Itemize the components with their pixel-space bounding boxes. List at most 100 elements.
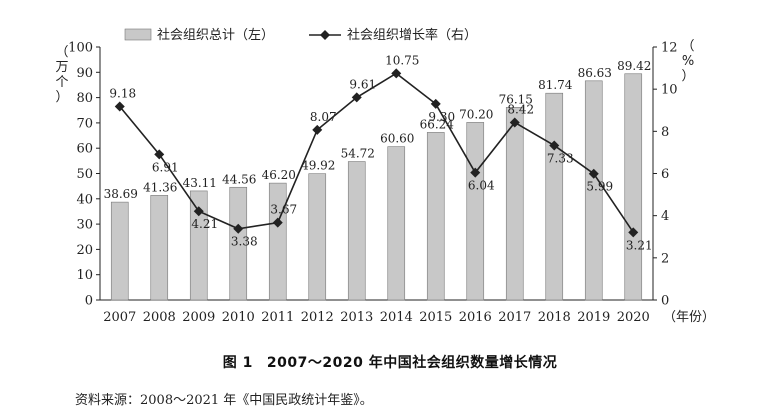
x-tick-label: 2013 — [340, 310, 373, 325]
bar-data-label: 76.15 — [499, 92, 533, 106]
growth-marker — [193, 206, 204, 217]
bar-data-label: 89.42 — [617, 59, 651, 73]
right-axis-label: （%） — [681, 39, 694, 84]
figure-number: 图 1 — [222, 355, 253, 371]
x-tick-label: 2008 — [143, 310, 176, 325]
x-axis-unit-label: （年份） — [663, 310, 715, 325]
right-tick-label: 10 — [661, 83, 678, 98]
growth-marker — [114, 101, 125, 112]
x-tick-label: 2010 — [222, 310, 255, 325]
figure-title: 2007～2020 年中国社会组织数量增长情况 — [266, 355, 558, 371]
bar — [624, 73, 643, 301]
growth-marker — [351, 92, 362, 103]
line-data-label: 9.30 — [428, 110, 455, 124]
x-tick-label: 2015 — [419, 310, 452, 325]
x-tick-label: 2011 — [261, 310, 294, 325]
left-tick-label: 100 — [68, 41, 93, 56]
line-data-label: 8.42 — [507, 102, 534, 116]
bar — [545, 92, 564, 301]
bar — [466, 122, 485, 301]
legend-bar-swatch — [124, 28, 152, 41]
bar-data-label: 86.63 — [578, 66, 612, 80]
bar-data-label: 54.72 — [341, 147, 375, 161]
x-tick-label: 2009 — [182, 310, 215, 325]
line-data-label: 6.91 — [152, 160, 179, 174]
line-data-label: 7.33 — [547, 151, 574, 165]
growth-marker — [154, 149, 165, 160]
legend-line-marker — [320, 30, 330, 40]
x-tick-label: 2018 — [538, 310, 571, 325]
line-data-label: 3.38 — [231, 235, 258, 249]
bar — [150, 195, 169, 301]
line-data-label: 5.99 — [586, 180, 613, 194]
bar — [110, 201, 129, 301]
growth-marker — [312, 124, 323, 135]
growth-marker — [233, 223, 244, 234]
x-tick-label: 2007 — [103, 310, 136, 325]
growth-marker — [509, 117, 520, 128]
left-tick-label: 10 — [76, 268, 93, 283]
left-tick-label: 20 — [76, 243, 93, 258]
line-data-label: 6.04 — [468, 179, 495, 193]
bar-data-label: 44.56 — [222, 172, 256, 186]
line-data-label: 10.75 — [385, 53, 419, 67]
bar-data-label: 38.69 — [104, 187, 138, 201]
bar — [426, 132, 445, 301]
line-data-label: 9.18 — [109, 86, 136, 100]
growth-marker — [430, 98, 441, 109]
bar — [387, 146, 406, 301]
x-tick-label: 2014 — [380, 310, 413, 325]
right-tick-label: 0 — [661, 294, 669, 309]
line-data-label: 3.21 — [626, 238, 653, 252]
left-tick-label: 40 — [76, 192, 93, 207]
bar-data-label: 49.92 — [301, 159, 335, 173]
right-tick-label: 8 — [661, 125, 669, 140]
legend-line-label: 社会组织增长率（右） — [347, 27, 477, 43]
growth-marker — [470, 167, 481, 178]
x-tick-label: 2019 — [577, 310, 610, 325]
right-tick-label: 6 — [661, 167, 669, 182]
growth-marker — [628, 227, 639, 238]
bar — [229, 186, 248, 301]
x-tick-label: 2016 — [459, 310, 492, 325]
left-tick-label: 60 — [76, 142, 93, 157]
bar-data-label: 41.36 — [143, 180, 177, 194]
bar-data-label: 60.60 — [380, 132, 414, 146]
bar — [347, 161, 366, 301]
bar — [308, 173, 327, 301]
x-tick-label: 2012 — [301, 310, 334, 325]
left-tick-label: 70 — [76, 116, 93, 131]
growth-marker — [391, 68, 402, 79]
growth-marker — [272, 217, 283, 228]
x-tick-label: 2017 — [498, 310, 531, 325]
line-data-label: 3.67 — [270, 203, 297, 217]
chart: 0 10 20 30 40 50 60 70 80 90 100 0 2 4 6 8 10 12 （万个） （%） 20… — [55, 27, 715, 325]
right-tick-label: 4 — [661, 209, 669, 224]
growth-line — [119, 72, 634, 233]
bar-data-label: 46.20 — [262, 168, 296, 182]
bar-data-label: 81.74 — [538, 78, 573, 92]
growth-marker — [549, 140, 560, 151]
bar — [268, 182, 287, 301]
line-data-label: 8.07 — [310, 110, 337, 124]
left-tick-label: 30 — [76, 218, 93, 233]
bar-data-label: 66.24 — [420, 117, 455, 131]
bar-data-label: 43.11 — [183, 176, 217, 190]
left-tick-label: 50 — [76, 167, 93, 182]
legend-bar-label: 社会组织总计（左） — [157, 27, 274, 43]
bar — [584, 80, 603, 301]
left-tick-label: 80 — [76, 91, 93, 106]
left-tick-label: 0 — [85, 294, 93, 309]
source-note: 资料来源：2008～2021 年《中国民政统计年鉴》。 — [75, 393, 373, 408]
line-data-label: 4.21 — [191, 217, 218, 231]
left-tick-label: 90 — [76, 66, 93, 81]
bar-data-label: 70.20 — [459, 107, 493, 121]
line-data-label: 9.61 — [349, 77, 376, 91]
x-tick-label: 2020 — [617, 310, 650, 325]
figure-caption: 图 1 2007～2020 年中国社会组织数量增长情况 — [0, 352, 780, 372]
left-axis-label: （万个） — [55, 45, 68, 105]
bar — [189, 190, 208, 301]
growth-marker — [588, 168, 599, 179]
bar — [505, 107, 524, 301]
right-tick-label: 2 — [661, 251, 669, 266]
